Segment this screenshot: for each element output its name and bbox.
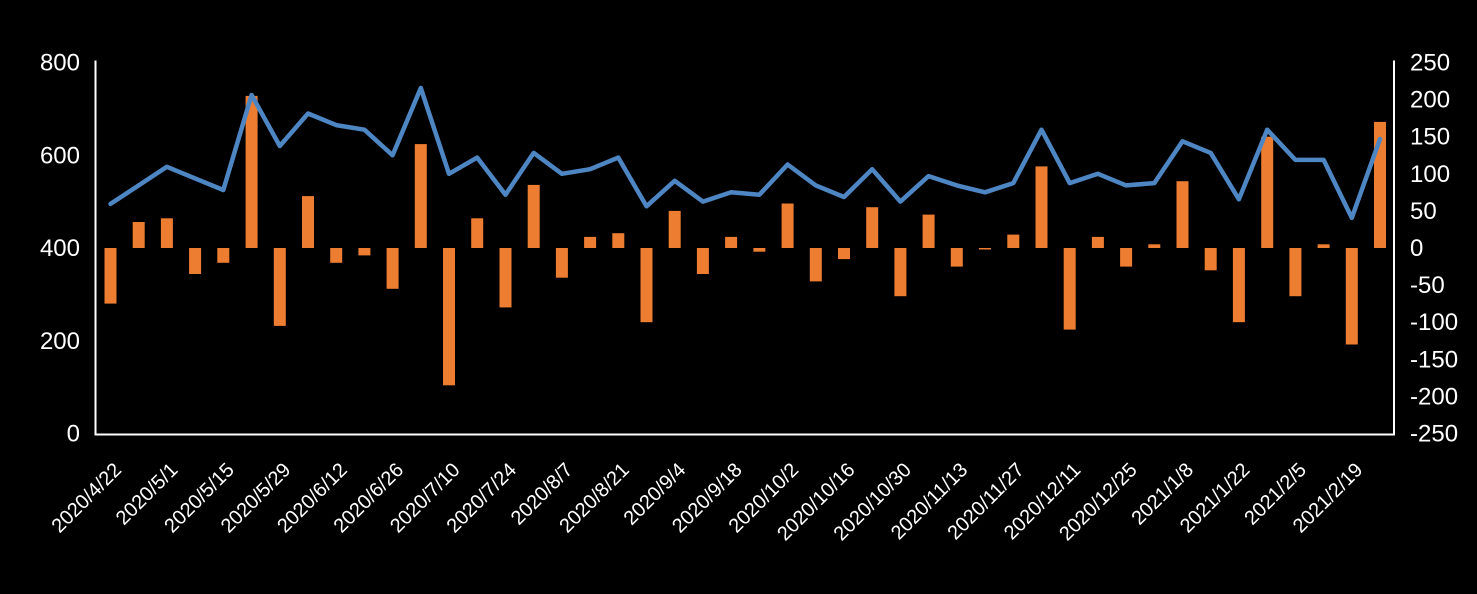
right-axis-tick-label: -100 [1410,309,1458,336]
bar [866,207,879,248]
bar [1204,248,1217,271]
left-axis-tick-label: 200 [40,328,80,355]
bar [1289,248,1302,297]
bar [979,248,991,250]
bar [302,196,314,248]
x-axis-labels: 2020/4/222020/5/12020/5/152020/5/292020/… [48,459,1368,545]
bar [386,248,399,289]
bar [838,248,850,260]
bar [640,248,653,323]
right-axis-tick-label: -150 [1410,346,1458,373]
line-series [108,85,1383,221]
bar [104,248,117,304]
left-axis-tick-label: 0 [67,421,80,448]
bar [1148,244,1161,248]
bar [471,218,484,248]
bar [1007,234,1020,248]
right-axis-tick-label: 250 [1410,50,1450,77]
bar [696,248,709,274]
bar [781,203,794,248]
bar [668,210,681,248]
bar [584,236,597,248]
bar [132,222,145,248]
bar [499,248,512,308]
bar [612,233,625,248]
bar [330,248,343,263]
right-axis-tick-label: 100 [1410,161,1450,188]
bar [217,248,230,263]
bar [809,248,822,282]
left-axis-labels: 0 200 400 600 800 [40,50,80,448]
bar [1120,248,1133,267]
left-axis-tick-label: 600 [40,142,80,169]
x-axis-tick-label: 2020/4/22 [48,459,126,537]
line-path [108,85,1383,221]
left-axis-tick-label: 800 [40,50,80,77]
bar [414,144,427,248]
bar-series [104,95,1386,386]
right-axis-tick-label: -250 [1410,421,1458,448]
bar [1176,181,1189,248]
bar [1261,136,1274,248]
bar [527,184,540,248]
bar [189,248,202,274]
right-axis-tick-label: 0 [1410,235,1423,262]
bar [922,214,935,248]
axis-lines [94,60,1395,436]
right-axis-tick-label: 200 [1410,87,1450,114]
bar [753,248,766,252]
right-axis-tick-label: -200 [1410,383,1458,410]
bar [950,248,963,267]
right-axis-labels: -250 -200 -150 -100 -50 0 50 100 150 200 250 [1410,50,1458,448]
bar [443,248,455,386]
bar [358,248,371,256]
left-axis-tick-label: 400 [40,235,80,262]
bar [1345,248,1358,345]
bar [1091,236,1104,248]
bar [1317,244,1330,248]
bar [1035,166,1048,248]
right-axis-tick-label: 150 [1410,124,1450,151]
bar [894,248,907,297]
right-axis-tick-label: -50 [1410,272,1445,299]
bar [725,236,738,248]
bar [245,95,258,249]
bar [1063,248,1076,330]
right-axis-tick-label: 50 [1410,198,1437,225]
bar [1232,248,1245,323]
bar [160,218,173,248]
bar [555,248,568,278]
bar [273,248,286,326]
